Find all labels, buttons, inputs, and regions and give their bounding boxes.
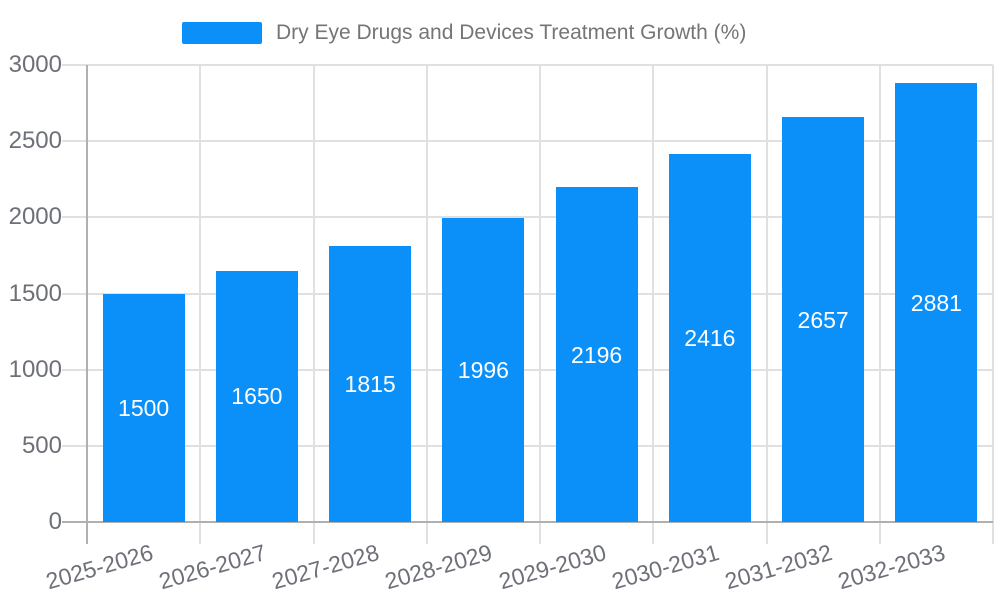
- y-gridline: [62, 140, 993, 143]
- bar[interactable]: [668, 153, 751, 522]
- bar-value-label: 1815: [344, 370, 396, 397]
- y-tick-label: 3000: [8, 51, 62, 78]
- y-tick-label: 1500: [8, 279, 62, 307]
- bar-value-label: 2416: [684, 324, 736, 351]
- bar[interactable]: [442, 217, 525, 522]
- x-tick: [312, 522, 315, 544]
- bar[interactable]: [895, 83, 978, 522]
- bar-value-label: 1650: [231, 383, 283, 410]
- x-tick-label: 2029-2030: [495, 539, 609, 595]
- bar[interactable]: [215, 270, 298, 522]
- bar-value-label: 2196: [571, 341, 623, 368]
- x-tick-label: 2030-2031: [608, 539, 722, 595]
- y-axis-line: [86, 65, 88, 522]
- x-tick-label: 2031-2032: [722, 539, 836, 595]
- x-tick: [992, 522, 994, 544]
- bar-value-label: 2881: [910, 289, 962, 316]
- x-gridline: [539, 65, 541, 522]
- y-gridline: [62, 368, 993, 371]
- x-tick: [539, 522, 541, 544]
- x-gridline: [199, 65, 202, 522]
- bar-value-label: 1500: [118, 394, 170, 421]
- bar[interactable]: [329, 245, 412, 522]
- y-gridline: [62, 292, 993, 295]
- bar-value-label: 1996: [457, 356, 509, 383]
- x-tick-label: 2032-2033: [835, 539, 949, 595]
- x-gridline: [878, 65, 881, 522]
- x-tick: [425, 522, 428, 544]
- y-gridline: [62, 64, 993, 66]
- bar[interactable]: [555, 187, 638, 522]
- bar[interactable]: [782, 117, 865, 522]
- x-tick-label: 2026-2027: [155, 539, 269, 595]
- y-tick-label: 2500: [8, 127, 62, 155]
- legend-swatch: [182, 22, 262, 44]
- x-tick: [765, 522, 768, 544]
- x-tick: [652, 522, 655, 544]
- x-tick-label: 2025-2026: [42, 539, 156, 595]
- y-tick-label: 500: [21, 431, 62, 459]
- x-gridline: [652, 65, 655, 522]
- legend-item[interactable]: Dry Eye Drugs and Devices Treatment Grow…: [182, 22, 746, 44]
- x-gridline: [765, 65, 768, 522]
- x-gridline: [425, 65, 428, 522]
- x-axis-line: [62, 521, 993, 523]
- x-tick: [878, 522, 881, 544]
- x-tick: [86, 522, 88, 544]
- y-gridline: [62, 444, 993, 447]
- legend-label: Dry Eye Drugs and Devices Treatment Grow…: [276, 21, 747, 44]
- y-tick-label: 1000: [8, 355, 62, 383]
- x-gridline: [312, 65, 315, 522]
- x-gridline: [992, 65, 994, 522]
- y-gridline: [62, 216, 993, 219]
- x-tick: [199, 522, 202, 544]
- y-tick-label: 2000: [8, 203, 62, 231]
- bar[interactable]: [102, 293, 185, 522]
- bar-value-label: 2657: [797, 306, 849, 333]
- x-tick-label: 2028-2029: [382, 539, 496, 595]
- x-tick-label: 2027-2028: [269, 539, 383, 595]
- y-tick-label: 0: [48, 508, 62, 535]
